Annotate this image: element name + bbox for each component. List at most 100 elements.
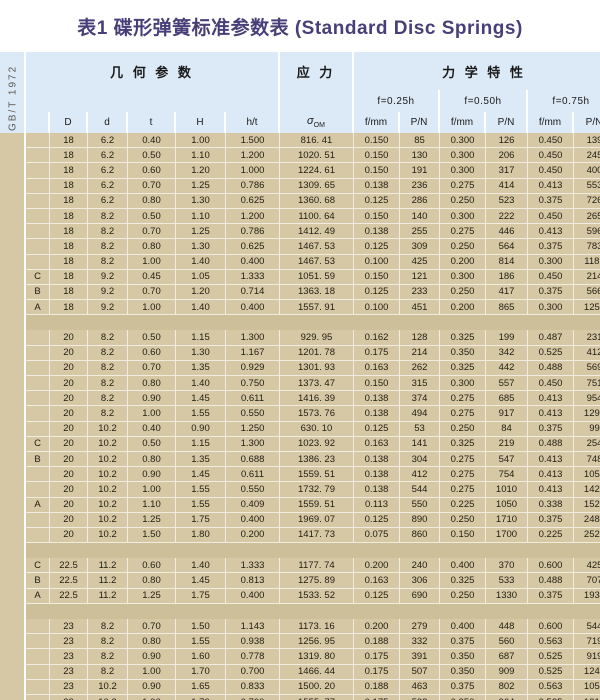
standard-label-strip: GB/T 1972	[0, 52, 26, 700]
cell-series: A	[26, 588, 50, 603]
cell-deflection-50: 0.250	[440, 512, 486, 527]
cell-load-75: 139	[574, 133, 600, 147]
cell-height: 1.20	[176, 163, 226, 178]
cell-load-25: 191	[400, 163, 440, 178]
cell-thickness: 0.50	[128, 436, 176, 451]
cell-inner-diameter: 8.2	[88, 649, 128, 664]
header-group-mechanical: 力 学 特 性	[354, 52, 600, 90]
header-col-f-25: f/mm	[354, 112, 400, 133]
table-body: 18 6.2 0.40 1.00 1.500 816. 41 0.150 85 0.300 126…	[26, 133, 600, 700]
cell-load-50: 448	[486, 619, 528, 634]
cell-inner-diameter: 10.2	[88, 482, 128, 497]
cell-inner-diameter: 10.2	[88, 421, 128, 436]
header-col-ht: h/t	[226, 112, 280, 133]
cell-outer-diameter: 18	[50, 178, 88, 193]
table-row: 20 10.2 1.50 1.80 0.200 1417. 73 0.075 860 0.150…	[26, 527, 600, 544]
separator-cell	[528, 543, 574, 558]
cell-stress: 1732. 79	[280, 482, 354, 497]
cell-load-25: 425	[400, 254, 440, 269]
separator-cell	[574, 604, 600, 618]
header-group-stress: 应 力	[280, 52, 354, 90]
cell-deflection-50: 0.250	[440, 421, 486, 436]
table-row: 20 8.2 0.90 1.45 0.611 1416. 39 0.138 374 0.275 6…	[26, 391, 600, 407]
separator-cell	[440, 315, 486, 330]
cell-inner-diameter: 8.2	[88, 360, 128, 375]
cell-deflection-75: 0.488	[528, 360, 574, 375]
cell-load-50: 964	[486, 694, 528, 700]
table-row: A 18 9.2 1.00 1.40 0.400 1557. 91 0.100 451 0.200…	[26, 300, 600, 316]
cell-outer-diameter: 22.5	[50, 558, 88, 573]
cell-outer-diameter: 23	[50, 694, 88, 700]
cell-deflection-75: 0.375	[528, 512, 574, 527]
standard-label: GB/T 1972	[7, 64, 19, 132]
separator-cell	[226, 315, 280, 330]
cell-h-over-t: 0.929	[226, 360, 280, 375]
group-separator-row	[26, 543, 600, 559]
cell-outer-diameter: 20	[50, 436, 88, 451]
cell-thickness: 1.10	[128, 497, 176, 512]
cell-stress: 1177. 74	[280, 558, 354, 573]
cell-series	[26, 649, 50, 664]
cell-outer-diameter: 18	[50, 224, 88, 239]
table-row: 18 6.2 0.40 1.00 1.500 816. 41 0.150 85 0.300 126…	[26, 133, 600, 149]
cell-deflection-50: 0.150	[440, 527, 486, 543]
cell-h-over-t: 0.611	[226, 391, 280, 406]
cell-height: 1.70	[176, 694, 226, 700]
separator-cell	[128, 315, 176, 330]
cell-load-75: 2480	[574, 513, 600, 527]
cell-deflection-50: 0.275	[440, 406, 486, 421]
cell-series: C	[26, 269, 50, 284]
cell-load-25: 860	[400, 527, 440, 543]
cell-deflection-50: 0.275	[440, 482, 486, 497]
cell-outer-diameter: 18	[50, 239, 88, 254]
cell-deflection-50: 0.300	[440, 376, 486, 391]
table-row: 20 8.2 0.70 1.35 0.929 1301. 93 0.163 262 0.325 4…	[26, 360, 600, 376]
table-row: 23 8.2 0.90 1.60 0.778 1319. 80 0.175 391 0.350 6…	[26, 649, 600, 665]
cell-deflection-25: 0.163	[354, 436, 400, 451]
cell-h-over-t: 0.833	[226, 679, 280, 694]
cell-deflection-50: 0.300	[440, 163, 486, 178]
cell-h-over-t: 0.813	[226, 573, 280, 588]
cell-deflection-50: 0.275	[440, 178, 486, 193]
cell-load-75: 1315	[574, 695, 600, 700]
cell-series	[26, 239, 50, 254]
cell-load-75: 425	[574, 558, 600, 572]
table-header: 几 何 参 数 应 力 力 学 特 性 重 量 f=0.25h f=0.50h	[26, 52, 600, 133]
cell-inner-diameter: 8.2	[88, 254, 128, 269]
table-row: 23 8.2 1.00 1.70 0.700 1466. 44 0.175 507 0.350 9…	[26, 664, 600, 680]
separator-cell	[486, 543, 528, 558]
cell-deflection-75: 0.413	[528, 467, 574, 482]
cell-inner-diameter: 10.2	[88, 451, 128, 467]
cell-series	[26, 406, 50, 421]
header-col-f-50: f/mm	[440, 112, 486, 133]
cell-stress: 1301. 93	[280, 360, 354, 375]
cell-height: 1.45	[176, 573, 226, 588]
cell-deflection-75: 0.413	[528, 178, 574, 193]
cell-load-75: 1520	[574, 498, 600, 512]
cell-height: 1.55	[176, 406, 226, 421]
cell-load-75: 726	[574, 194, 600, 208]
cell-thickness: 0.80	[128, 634, 176, 649]
header-col-P-25: P/N	[400, 112, 440, 133]
cell-load-75: 596	[574, 224, 600, 238]
cell-deflection-75: 0.450	[528, 269, 574, 284]
separator-cell	[128, 543, 176, 558]
cell-load-75: 1181	[574, 255, 600, 269]
cell-deflection-25: 0.138	[354, 451, 400, 467]
cell-outer-diameter: 18	[50, 193, 88, 208]
cell-stress: 1555. 77	[280, 694, 354, 700]
separator-cell	[88, 543, 128, 558]
cell-series	[26, 163, 50, 178]
table-row: 20 8.2 0.60 1.30 1.167 1201. 78 0.175 214 0.350 3…	[26, 345, 600, 361]
cell-load-50: 1710	[486, 512, 528, 527]
header-group-geometry: 几 何 参 数	[26, 52, 280, 90]
separator-cell	[486, 315, 528, 330]
cell-inner-diameter: 8.2	[88, 406, 128, 421]
cell-load-50: 557	[486, 376, 528, 391]
cell-deflection-25: 0.175	[354, 345, 400, 360]
cell-series	[26, 679, 50, 694]
cell-thickness: 1.50	[128, 527, 176, 543]
cell-load-50: 126	[486, 133, 528, 148]
cell-deflection-75: 0.413	[528, 451, 574, 467]
cell-deflection-75: 0.375	[528, 284, 574, 300]
